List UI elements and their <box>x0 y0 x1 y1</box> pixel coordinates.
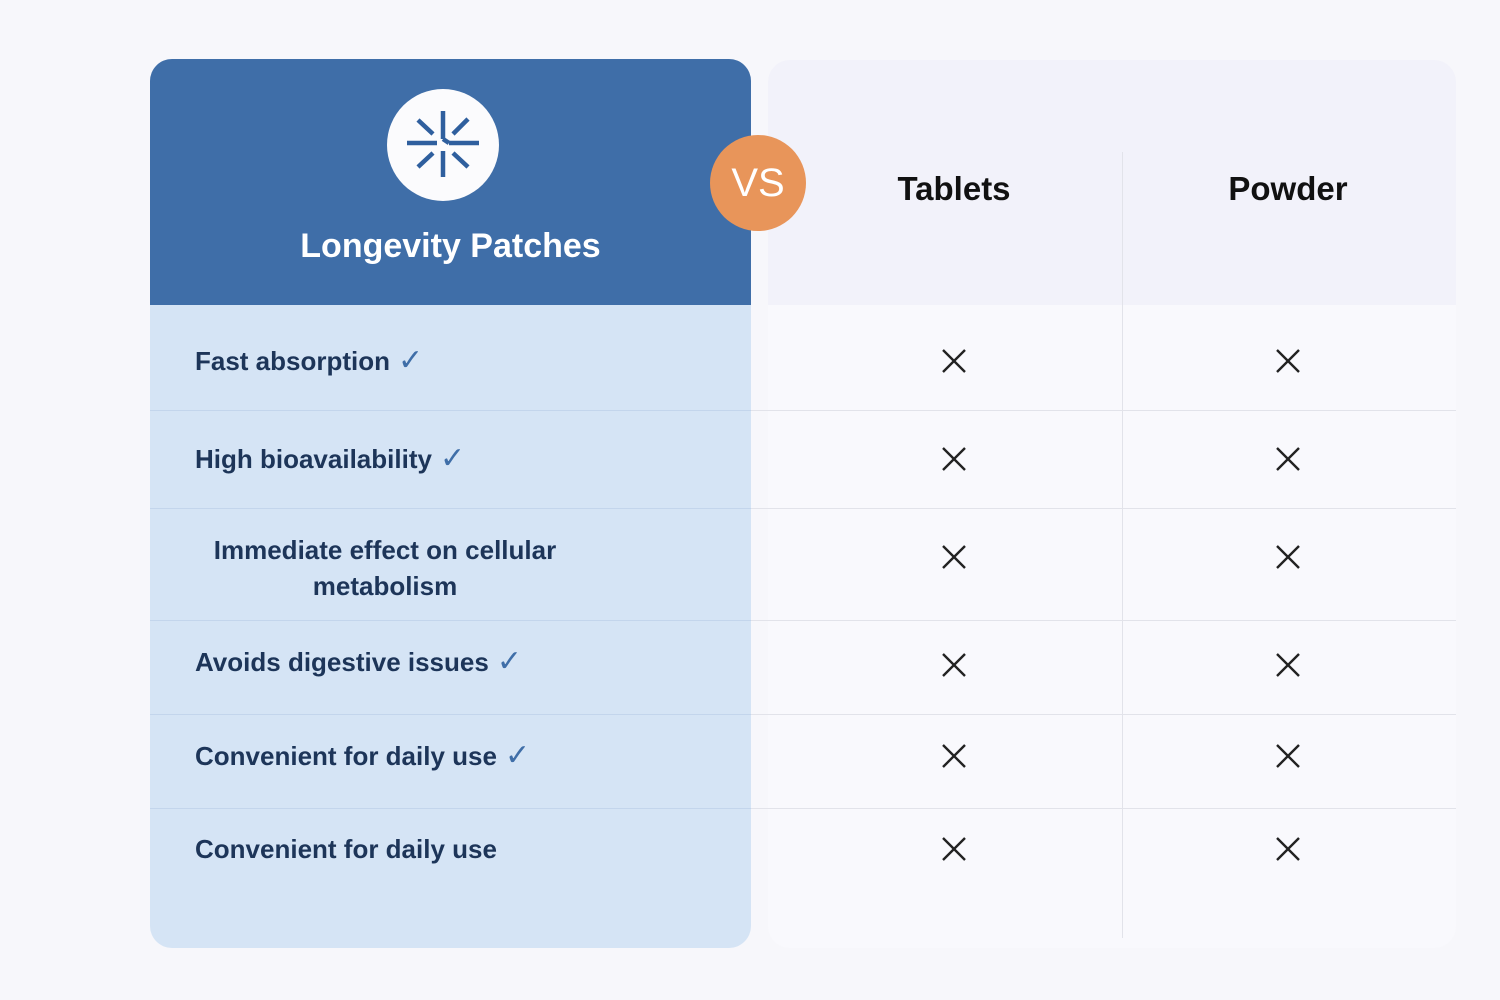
feature-row: Convenient for daily use <box>195 831 497 867</box>
x-icon-powder <box>1274 347 1302 375</box>
x-icon-powder <box>1274 742 1302 770</box>
row-divider <box>751 620 1456 621</box>
check-icon: ✓ <box>496 645 522 678</box>
feature-label: High bioavailability <box>195 444 432 474</box>
x-icon-tablets <box>940 543 968 571</box>
feature-label: Convenient for daily use <box>195 741 497 771</box>
row-divider <box>150 808 751 809</box>
feature-row: Avoids digestive issues ✓ <box>195 644 522 680</box>
primary-header: Longevity Patches <box>150 59 751 305</box>
x-icon-powder <box>1274 835 1302 863</box>
check-icon: ✓ <box>439 442 466 475</box>
row-divider <box>150 508 751 509</box>
feature-label: Avoids digestive issues <box>195 647 489 677</box>
feature-label: Convenient for daily use <box>195 834 497 864</box>
starburst-icon <box>387 89 499 201</box>
column-header-powder: Powder <box>1228 170 1348 207</box>
row-divider <box>751 808 1456 809</box>
feature-row: Fast absorption ✓ <box>195 343 423 379</box>
column-header-tablets: Tablets <box>897 170 1011 207</box>
row-divider <box>150 410 751 411</box>
feature-row: Convenient for daily use ✓ <box>195 738 530 774</box>
check-icon: ✓ <box>504 739 531 772</box>
x-icon-powder <box>1274 543 1302 571</box>
row-divider <box>150 620 751 621</box>
x-icon-tablets <box>940 445 968 473</box>
column-divider <box>1122 152 1123 938</box>
row-divider <box>751 508 1456 509</box>
row-divider <box>751 410 1456 411</box>
primary-card: Longevity Patches <box>150 59 751 948</box>
x-icon-tablets <box>940 742 968 770</box>
vs-badge: VS <box>710 135 806 231</box>
x-icon-tablets <box>940 835 968 863</box>
feature-label: Fast absorption <box>195 346 391 376</box>
x-icon-tablets <box>940 651 968 679</box>
row-divider <box>751 714 1456 715</box>
row-divider <box>150 714 751 715</box>
comparison-card: Tablets Powder <box>768 60 1456 948</box>
feature-label: Immediate effect on cellular metabolism <box>213 535 557 601</box>
x-icon-powder <box>1274 445 1302 473</box>
x-icon-tablets <box>940 347 968 375</box>
x-icon-powder <box>1274 651 1302 679</box>
check-icon: ✓ <box>398 344 424 377</box>
primary-title: Longevity Patches <box>300 227 601 265</box>
feature-row: High bioavailability ✓ <box>195 441 465 477</box>
comparison-header <box>768 60 1456 305</box>
feature-row: Immediate effect on cellular metabolism <box>195 532 575 604</box>
